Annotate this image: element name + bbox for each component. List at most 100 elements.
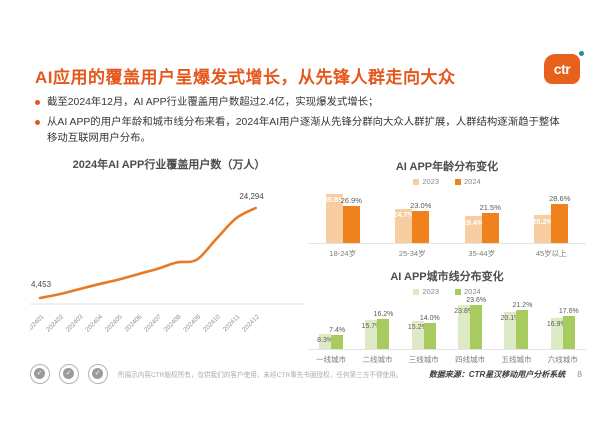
bar-2023 [534, 215, 552, 243]
stamp-check-icon: ✓ [63, 368, 74, 379]
bar-plot: 35.8% 26.9% 24.7% 23.0% 19.4% 21.5% 20.2% 28.6% [308, 191, 586, 244]
bar-group: 16.9% 17.6% [540, 301, 586, 349]
x-tick-label: 202407 [143, 313, 163, 333]
legend-item-2023: 2023 [413, 287, 439, 296]
certification-stamp-icon: ✓ [88, 364, 108, 384]
right-column: AI APP年龄分布变化 2023 2024 35.8% 26.9% 24.7% 23… [308, 158, 586, 365]
bar-value-label: 35.8% [323, 195, 345, 205]
x-tick-label: 202410 [202, 313, 222, 333]
category-label: 一线城市 [316, 355, 347, 364]
bar-2023 [458, 304, 471, 349]
x-tick-label: 202409 [182, 313, 202, 333]
bullet-item: 截至2024年12月，AI APP行业覆盖用户数超过2.4亿，实现爆发式增长； [35, 95, 563, 111]
legend-item-2024: 2024 [455, 177, 481, 186]
city-bar-chart: AI APP城市线分布变化 2023 2024 8.3% 7.4% 15.7% 16.… [308, 268, 586, 365]
x-tick-label: 202402 [45, 313, 65, 333]
bar-column: 21.2% [513, 301, 532, 349]
legend-label: 2024 [464, 287, 481, 296]
bar-value-label: 21.5% [479, 203, 501, 213]
certification-stamp-icon: ✓ [30, 364, 50, 384]
bar-column: 26.9% [340, 191, 362, 243]
city-chart-plot: 8.3% 7.4% 15.7% 16.2% 15.2% 14.0% 23.8% 23.6% 20… [308, 297, 586, 350]
age-chart-title: AI APP年龄分布变化 [395, 161, 499, 173]
bar-column: 35.8% [323, 191, 345, 243]
bar-value-label: 23.0% [410, 201, 432, 211]
bar-2024 [562, 316, 575, 349]
bar-group: 20.2% 28.6% [517, 191, 587, 243]
bar-column: 8.3% [317, 301, 333, 349]
bar-value-label: 19.4% [462, 217, 484, 227]
certification-stamp-icon: ✓ [59, 364, 79, 384]
x-tick-label: 202404 [84, 313, 104, 333]
age-chart-plot: 35.8% 26.9% 24.7% 23.0% 19.4% 21.5% 20.2% 28.6% [308, 191, 586, 244]
legend-label: 2024 [464, 177, 481, 186]
stamp-check-icon: ✓ [34, 368, 45, 379]
page-title: AI应用的覆盖用户呈爆发式增长，从先锋人群走向大众 [35, 68, 456, 87]
bar-value-label: 20.2% [532, 216, 554, 226]
bar-value-label: 16.2% [373, 311, 394, 319]
line-chart-plot: 4,453 24,294 202401 202402 202403 202404 20240… [25, 176, 308, 351]
x-tick-label: 202401 [30, 313, 46, 333]
x-tick-label: 202403 [65, 313, 85, 333]
bar-2023 [365, 319, 378, 349]
bar-value-label: 14.0% [419, 315, 440, 323]
x-tick-label: 202412 [241, 313, 261, 333]
bar-group: 8.3% 7.4% [308, 301, 354, 349]
bar-2024 [342, 205, 360, 243]
category-label: 六线城市 [547, 355, 578, 364]
bar-2024 [470, 305, 483, 349]
stamp-check-icon: ✓ [92, 368, 103, 379]
bar-column: 20.2% [532, 191, 554, 243]
bullet-item: 从AI APP的用户年龄和城市线分布来看，2024年AI用户逐渐从先锋分群向大众… [35, 115, 563, 147]
category-label: 二线城市 [362, 355, 393, 364]
legend-item-2024: 2024 [455, 287, 481, 296]
bar-column: 16.9% [547, 301, 567, 349]
category-row: 一线城市 二线城市 三线城市 四线城市 五线城市 六线城市 [308, 354, 586, 365]
bar-2024 [423, 323, 436, 349]
category-label: 45岁以上 [535, 249, 567, 258]
legend-item-2023: 2023 [413, 177, 439, 186]
ctr-logo: ctr [544, 51, 584, 84]
bar-column: 23.6% [466, 297, 486, 349]
bullet-list: 截至2024年12月，AI APP行业覆盖用户数超过2.4亿，实现爆发式增长； … [35, 95, 563, 151]
legend-label: 2023 [422, 177, 439, 186]
first-point-label: 4,453 [31, 280, 52, 289]
bar-2024 [331, 335, 344, 349]
bar-2023 [395, 208, 413, 243]
bar-column: 24.7% [393, 191, 415, 243]
city-chart-title: AI APP城市线分布变化 [390, 271, 504, 283]
page-number: 8 [577, 369, 582, 379]
legend-swatch-icon [413, 178, 420, 185]
legend-swatch-icon [455, 288, 461, 295]
bar-column: 17.6% [559, 301, 579, 349]
bar-2023 [550, 317, 563, 349]
bar-column: 20.1% [501, 301, 520, 349]
certification-stamps: ✓ ✓ ✓ [30, 364, 108, 384]
bar-column: 7.4% [329, 301, 346, 349]
bar-2023 [504, 311, 517, 349]
bar-value-label: 7.4% [329, 327, 346, 335]
ctr-logo-text: ctr [553, 61, 571, 77]
category-label: 四线城市 [455, 355, 486, 364]
bar-plot: 8.3% 7.4% 15.7% 16.2% 15.2% 14.0% 23.8% 23.6% 20… [308, 297, 586, 350]
bar-value-label: 24.7% [393, 210, 415, 220]
bar-2023 [411, 320, 424, 349]
bar-2024 [551, 203, 569, 243]
category-label: 25-34岁 [398, 249, 426, 258]
bar-column: 15.2% [408, 301, 428, 349]
bar-group: 15.7% 16.2% [354, 301, 400, 349]
bar-value-label: 23.8% [454, 307, 475, 315]
category-label: 五线城市 [501, 355, 532, 364]
x-tick-label: 202411 [222, 313, 242, 333]
age-bar-chart: AI APP年龄分布变化 2023 2024 35.8% 26.9% 24.7% 23… [308, 158, 586, 259]
bar-column: 23.0% [410, 191, 432, 243]
legend-swatch-icon [413, 288, 420, 295]
footer: ✓ ✓ ✓ 所展示内容CTR版权所有，仅供我们的客户使用，未经CTR事先书面授权… [30, 364, 582, 384]
bar-2024 [481, 213, 499, 243]
trend-line [38, 206, 257, 300]
bar-value-label: 26.9% [340, 195, 362, 205]
bar-2023 [325, 193, 343, 243]
age-chart-legend: 2023 2024 [308, 177, 586, 186]
copyright-text: 所展示内容CTR版权所有，仅供我们的客户使用，未经CTR事先书面授权，任何第三方… [118, 372, 403, 379]
